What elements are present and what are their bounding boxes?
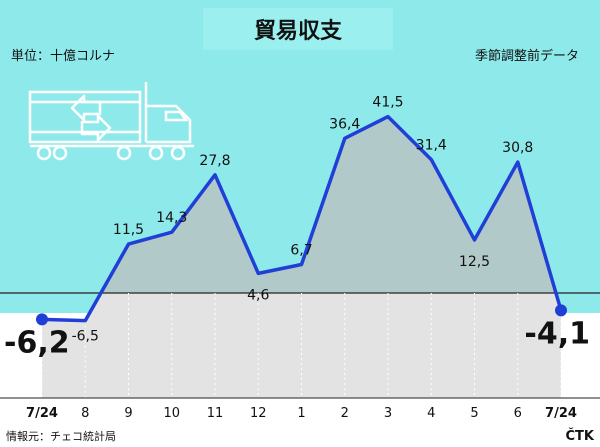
x-tick-label: 3 bbox=[384, 406, 392, 421]
chart-title: 貿易収支 bbox=[254, 19, 343, 44]
seasonal-note: 季節調整前データ bbox=[475, 48, 579, 64]
x-tick-label: 11 bbox=[207, 406, 224, 421]
x-tick-label: 10 bbox=[163, 406, 180, 421]
data-label: 31,4 bbox=[416, 138, 447, 154]
data-label: 36,4 bbox=[329, 116, 360, 132]
series-line bbox=[41, 114, 563, 323]
x-tick-layer: 7/24 8 9 10 11 12 1 2 3 4 5 6 7/24 bbox=[26, 406, 577, 421]
data-label: 14,3 bbox=[156, 210, 187, 226]
source-note: 情報元：チェコ統計局 bbox=[6, 429, 116, 443]
x-tick-label: 5 bbox=[470, 406, 478, 421]
x-tick-label: 1 bbox=[297, 406, 305, 421]
endpoint-marker bbox=[36, 313, 48, 326]
data-label: 12,5 bbox=[459, 254, 490, 270]
x-tick-label: 4 bbox=[427, 406, 435, 421]
x-tick-label: 9 bbox=[124, 406, 132, 421]
x-tick-label: 8 bbox=[81, 406, 89, 421]
data-label: 6,7 bbox=[290, 243, 312, 259]
x-tick-label: 12 bbox=[250, 406, 267, 421]
data-label: -6,5 bbox=[72, 329, 99, 345]
data-label: -6,2 bbox=[4, 325, 70, 360]
unit-label: 単位：十億コルナ bbox=[11, 48, 115, 64]
endpoint-marker bbox=[555, 304, 567, 317]
truck-icon bbox=[28, 82, 194, 161]
data-label: -4,1 bbox=[524, 316, 590, 351]
data-label: 41,5 bbox=[372, 95, 403, 111]
data-label: 11,5 bbox=[113, 222, 144, 238]
data-label: 27,8 bbox=[199, 153, 230, 169]
data-label: 4,6 bbox=[247, 287, 269, 303]
x-tick-label: 6 bbox=[514, 406, 522, 421]
x-tick-label: 7/24 bbox=[545, 406, 577, 421]
agency-logo: ČTK bbox=[566, 428, 595, 444]
x-tick-label: 7/24 bbox=[26, 406, 58, 421]
title-box bbox=[203, 8, 393, 50]
x-tick-label: 2 bbox=[341, 406, 349, 421]
data-label: 30,8 bbox=[502, 140, 533, 156]
series-line-layer bbox=[36, 114, 567, 398]
data-label-layer: -6,2 -6,5 11,5 14,3 27,8 4,6 6,7 36,4 41,5 31,4 12… bbox=[4, 95, 590, 361]
exchange-arrows-icon bbox=[70, 94, 112, 142]
